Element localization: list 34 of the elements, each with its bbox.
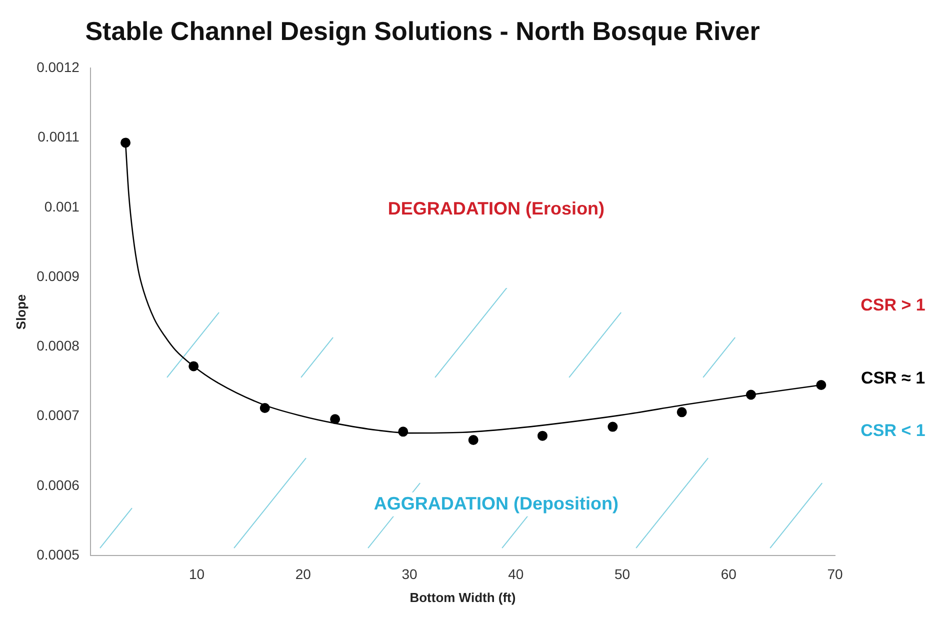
text: CSR > 1 <box>860 295 926 314</box>
y-tick-label: 0.0005 <box>36 546 80 562</box>
chart-title: Stable Channel Design Solutions - North Bosque River <box>85 16 760 46</box>
x-tick-label: 50 <box>614 566 630 582</box>
point <box>676 407 687 418</box>
point <box>608 422 618 432</box>
point <box>120 138 131 148</box>
x-tick-label: 40 <box>508 566 524 582</box>
text: CSR < 1 <box>860 421 926 440</box>
y-tick-label: 0.001 <box>44 198 80 214</box>
x-tick-label: 20 <box>295 566 312 582</box>
y-tick-label: 0.0008 <box>36 338 80 354</box>
point <box>746 390 756 400</box>
annotation: DEGRADATION (Erosion) <box>388 198 605 219</box>
point <box>188 361 199 372</box>
y-tick-label: 0.0012 <box>36 59 80 76</box>
point <box>816 380 826 390</box>
annotation: AGGRADATION (Deposition) <box>374 493 619 514</box>
x-tick-label: 10 <box>189 566 205 582</box>
y-tick-label: 0.0011 <box>38 128 80 145</box>
y-tick-label: 0.0009 <box>36 268 80 284</box>
point <box>537 430 548 441</box>
y-tick-label: 0.0007 <box>36 407 80 424</box>
text: CSR ≈ 1 <box>860 368 926 388</box>
y-tick-label: 0.0006 <box>36 476 80 493</box>
point <box>468 435 478 446</box>
point <box>260 402 270 413</box>
x-tick-label: 30 <box>402 566 418 582</box>
point <box>330 414 340 424</box>
y-axis-title: Slope <box>13 294 28 330</box>
x-tick-label: 70 <box>827 566 843 582</box>
x-axis-title: Bottom Width (ft) <box>410 590 516 605</box>
x-tick-label: 60 <box>720 566 737 582</box>
point <box>398 426 408 437</box>
